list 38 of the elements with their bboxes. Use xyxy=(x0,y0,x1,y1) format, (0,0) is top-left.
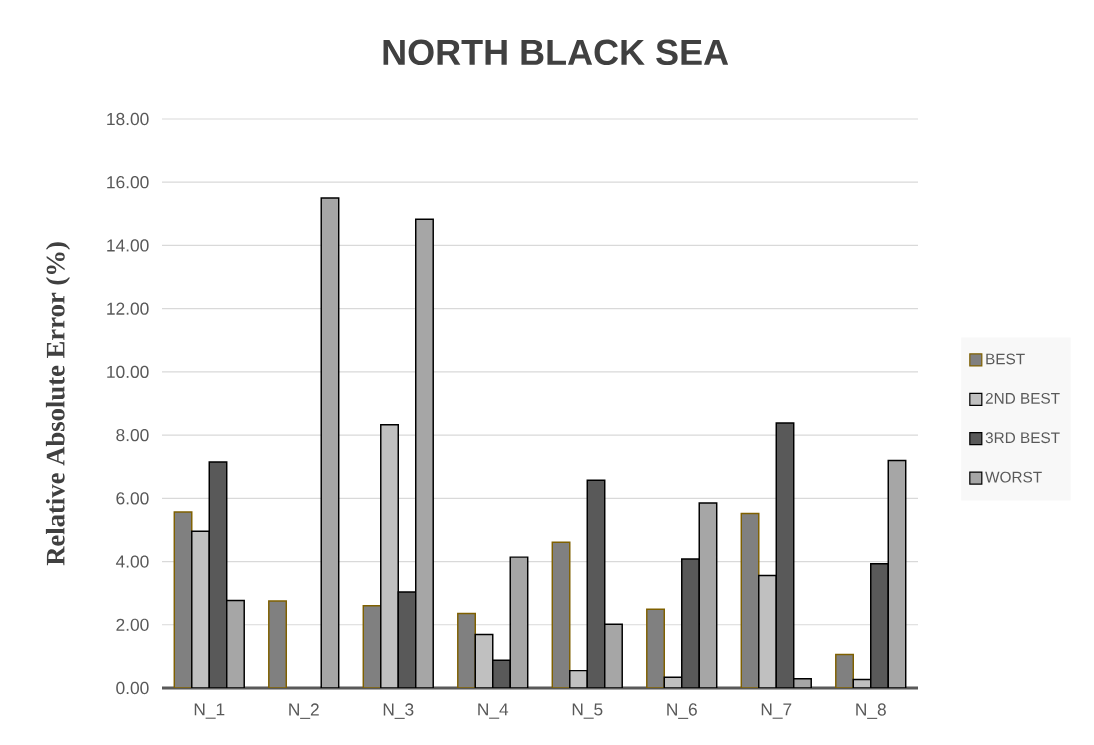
y-tick-label: 12.00 xyxy=(107,302,149,315)
y-tick-label: 8.00 xyxy=(116,428,149,442)
legend-label: 3RD BEST xyxy=(985,432,1060,444)
y-tick-label: 4.00 xyxy=(115,555,149,568)
y-tick-label: 6.00 xyxy=(116,492,149,505)
legend-label: 2ND BEST xyxy=(985,392,1060,404)
bar xyxy=(191,530,210,688)
x-tick-label: N_3 xyxy=(383,703,414,719)
x-tick-label: N_6 xyxy=(667,703,697,719)
bar xyxy=(173,511,193,688)
bar xyxy=(551,541,571,688)
bar xyxy=(320,197,340,688)
y-axis-title: Relative Absolute Error (%) xyxy=(45,242,71,566)
y-tick-label: 18.00 xyxy=(107,112,149,126)
x-tick-label: N_8 xyxy=(856,703,886,719)
legend-label: BEST xyxy=(986,353,1025,365)
x-tick-label: N_5 xyxy=(572,703,603,719)
y-tick-label: 10.00 xyxy=(107,365,149,379)
y-tick-label: 2.00 xyxy=(116,618,149,631)
bar xyxy=(758,574,777,688)
bar xyxy=(698,502,718,688)
bar xyxy=(380,423,399,688)
bar xyxy=(415,218,434,688)
x-tick-label: N_2 xyxy=(289,703,319,719)
bar xyxy=(887,459,907,688)
bar xyxy=(225,599,245,688)
bar xyxy=(457,612,477,688)
y-tick-label: 14.00 xyxy=(107,239,149,252)
legend-label: WORST xyxy=(985,471,1042,483)
chart-title: NORTH BLACK SEA xyxy=(383,39,729,66)
x-tick-label: N_7 xyxy=(761,703,792,719)
y-tick-label: 0.00 xyxy=(116,681,149,695)
x-tick-label: N_4 xyxy=(478,703,509,719)
x-tick-label: N_1 xyxy=(194,703,225,719)
bar xyxy=(740,512,760,688)
bar xyxy=(509,556,529,688)
y-tick-label: 16.00 xyxy=(107,176,149,189)
bar xyxy=(646,608,666,688)
